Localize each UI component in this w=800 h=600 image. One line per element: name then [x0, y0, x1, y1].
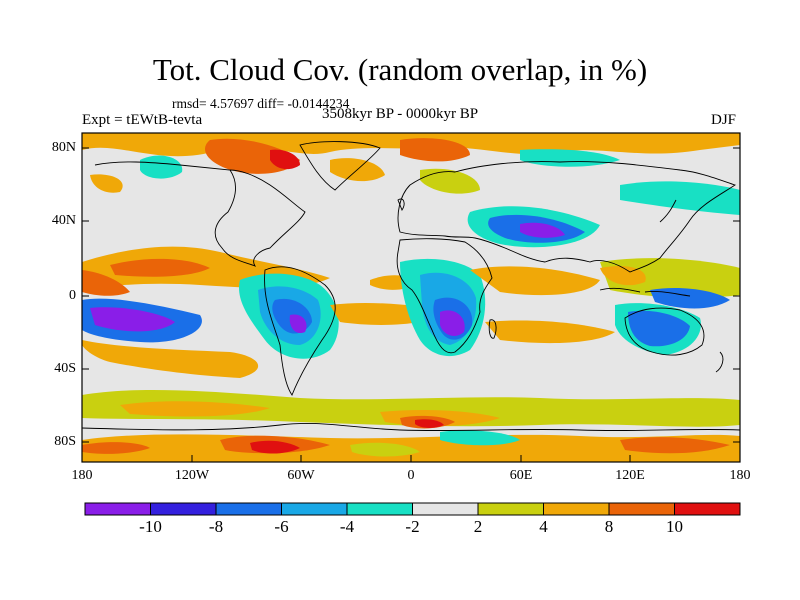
coastline-australia: [624, 307, 705, 356]
anomaly-patch: [289, 314, 307, 334]
coastline-greenland: [299, 141, 381, 191]
anomaly-patch: [270, 149, 300, 170]
period-label: 3508kyr BP - 0000kyr BP: [322, 106, 479, 122]
coastline-madagascar: [488, 319, 497, 339]
season-label: DJF: [711, 112, 737, 128]
colorbar-label: 4: [539, 517, 548, 536]
colorbar-swatch: [543, 503, 609, 515]
colorbar-label: 2: [473, 517, 483, 536]
colorbar-swatch: [412, 503, 478, 515]
stats-line: rmsd= 4.57697 diff= -0.0144234: [172, 96, 350, 111]
x-tick-label: 120E: [615, 468, 645, 483]
colorbar-swatch: [150, 503, 216, 515]
anomaly-patch: [440, 430, 520, 446]
coastline-japan: [659, 199, 677, 223]
colorbar: [84, 502, 741, 516]
colorbar-label: -2: [405, 517, 420, 536]
anomaly-patch: [82, 340, 259, 378]
coastline-uk: [397, 198, 405, 211]
anomaly-patch: [82, 270, 130, 296]
colorbar-label: -10: [139, 517, 162, 536]
y-tick-label: 40S: [54, 361, 76, 376]
coastline-africa: [396, 238, 493, 354]
anomaly-patch: [250, 440, 300, 454]
anomaly-patch: [90, 174, 123, 193]
colorbar-label: -4: [339, 517, 355, 536]
coastline-new-zealand: [715, 351, 724, 373]
x-tick-label: 60W: [287, 468, 315, 483]
anomaly-patch: [140, 155, 183, 179]
colorbar-swatch: [85, 503, 151, 515]
anomaly-patch: [90, 307, 175, 332]
anomaly-patch: [120, 401, 270, 417]
x-tick-label: 120W: [174, 468, 210, 483]
anomaly-patch: [110, 258, 210, 277]
coastline-north-america: [94, 161, 306, 267]
anomaly-patch: [82, 442, 150, 454]
anomaly-patch: [350, 442, 420, 457]
colorbar-label: -6: [274, 517, 289, 536]
coastline-eurasia: [397, 161, 737, 273]
colorbar-swatch: [347, 503, 413, 515]
coastlines: [82, 141, 740, 432]
y-ticks: [82, 147, 740, 443]
anomaly-patch: [415, 419, 444, 428]
y-tick-label: 80N: [51, 140, 76, 155]
colorbar-swatch: [478, 503, 544, 515]
coastline-indonesia: [599, 287, 691, 297]
anomaly-patch: [620, 437, 730, 454]
anomaly-patch: [470, 266, 600, 296]
x-tick-label: 0: [407, 468, 415, 483]
x-tick-label: 180: [71, 468, 93, 483]
colorbar-swatch: [609, 503, 675, 515]
y-tick-label: 80S: [54, 434, 76, 449]
y-tick-label: 40N: [51, 213, 76, 228]
y-tick-label: 0: [69, 288, 76, 303]
x-ticks: [81, 455, 741, 462]
anomaly-patch: [82, 389, 740, 427]
anomaly-patch: [520, 149, 620, 167]
colorbar-swatch: [216, 503, 282, 515]
coastline-south-america: [264, 266, 336, 396]
anomaly-patch: [485, 320, 615, 344]
chart-title: Tot. Cloud Cov. (random overlap, in %): [152, 52, 648, 87]
anomaly-patch: [400, 138, 470, 162]
anomaly-patch: [628, 310, 690, 347]
colorbar-label: 8: [604, 517, 614, 536]
experiment-label: Expt = tEWtB-tevta: [82, 112, 203, 128]
colorbar-frame: [84, 502, 741, 516]
colorbar-swatch: [281, 503, 347, 515]
colorbar-swatch: [674, 503, 740, 515]
anomaly-patch: [620, 181, 740, 215]
anomaly-field: [82, 133, 740, 462]
anomaly-patch: [520, 222, 565, 238]
colorbar-label: 10: [666, 517, 683, 536]
anomaly-patch: [420, 168, 480, 194]
coastline-antarctica: [82, 422, 740, 432]
x-tick-label: 60E: [509, 468, 533, 483]
anomaly-patch: [440, 310, 465, 336]
x-tick-label: 180: [729, 468, 751, 483]
colorbar-label: -8: [208, 517, 224, 536]
